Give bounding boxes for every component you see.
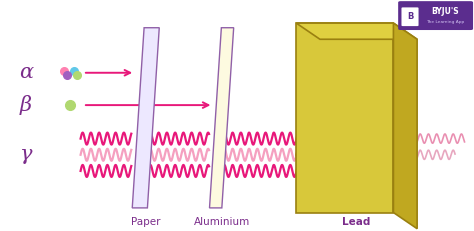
Polygon shape [132, 28, 159, 208]
FancyBboxPatch shape [401, 7, 419, 26]
Text: α: α [19, 63, 33, 82]
Text: β: β [20, 95, 32, 115]
Polygon shape [296, 23, 417, 39]
Text: Paper: Paper [131, 217, 161, 227]
FancyBboxPatch shape [398, 1, 473, 30]
Text: B: B [407, 12, 413, 21]
Text: The Learning App: The Learning App [427, 20, 465, 24]
Polygon shape [296, 23, 393, 213]
Polygon shape [393, 23, 417, 229]
Polygon shape [210, 28, 234, 208]
Text: γ: γ [20, 145, 32, 164]
Text: Lead: Lead [343, 217, 371, 227]
Text: BYJU'S: BYJU'S [432, 7, 459, 16]
Text: Aluminium: Aluminium [193, 217, 250, 227]
